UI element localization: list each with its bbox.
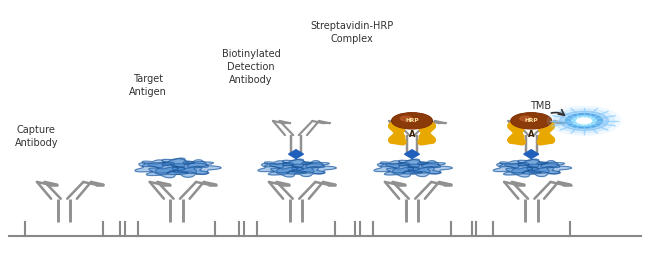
- Text: A: A: [528, 130, 534, 139]
- Polygon shape: [172, 161, 221, 174]
- Text: Capture
Antibody: Capture Antibody: [14, 125, 58, 148]
- Polygon shape: [291, 162, 336, 174]
- Circle shape: [560, 111, 608, 131]
- Text: TMB: TMB: [530, 101, 551, 111]
- Polygon shape: [385, 160, 439, 173]
- Polygon shape: [148, 159, 207, 173]
- Polygon shape: [166, 167, 209, 177]
- Polygon shape: [493, 162, 539, 174]
- Circle shape: [400, 116, 412, 121]
- Polygon shape: [380, 161, 407, 168]
- Text: Biotinylated
Detection
Antibody: Biotinylated Detection Antibody: [222, 49, 280, 85]
- Polygon shape: [282, 159, 312, 167]
- Text: Target
Antigen: Target Antigen: [129, 74, 166, 97]
- Polygon shape: [258, 162, 304, 174]
- Circle shape: [511, 113, 551, 129]
- Polygon shape: [408, 162, 452, 174]
- Polygon shape: [517, 159, 547, 167]
- Polygon shape: [269, 160, 323, 173]
- Polygon shape: [302, 161, 330, 167]
- Polygon shape: [537, 161, 565, 167]
- Polygon shape: [287, 167, 325, 177]
- Polygon shape: [524, 150, 539, 159]
- Polygon shape: [384, 167, 422, 177]
- Circle shape: [392, 113, 432, 129]
- Polygon shape: [268, 167, 306, 177]
- Polygon shape: [289, 150, 304, 159]
- Circle shape: [547, 106, 621, 135]
- Polygon shape: [374, 162, 420, 174]
- Text: Streptavidin-HRP
Complex: Streptavidin-HRP Complex: [311, 21, 394, 44]
- Polygon shape: [162, 158, 194, 167]
- Circle shape: [572, 116, 596, 126]
- Polygon shape: [398, 159, 428, 167]
- Circle shape: [553, 109, 615, 133]
- Circle shape: [519, 116, 531, 121]
- Circle shape: [566, 114, 603, 128]
- Circle shape: [512, 113, 551, 128]
- Polygon shape: [402, 167, 441, 177]
- Circle shape: [393, 113, 432, 128]
- Text: HRP: HRP: [525, 118, 538, 123]
- Polygon shape: [500, 161, 526, 168]
- Text: A: A: [409, 130, 415, 139]
- Polygon shape: [183, 160, 213, 167]
- Polygon shape: [404, 150, 419, 159]
- Circle shape: [577, 118, 592, 124]
- Polygon shape: [522, 167, 560, 177]
- Polygon shape: [526, 162, 571, 174]
- Polygon shape: [142, 160, 172, 168]
- Text: HRP: HRP: [405, 118, 419, 123]
- Polygon shape: [265, 161, 291, 168]
- Polygon shape: [504, 160, 558, 173]
- Polygon shape: [135, 162, 185, 175]
- Polygon shape: [146, 167, 188, 178]
- Polygon shape: [504, 167, 541, 177]
- Polygon shape: [417, 161, 445, 167]
